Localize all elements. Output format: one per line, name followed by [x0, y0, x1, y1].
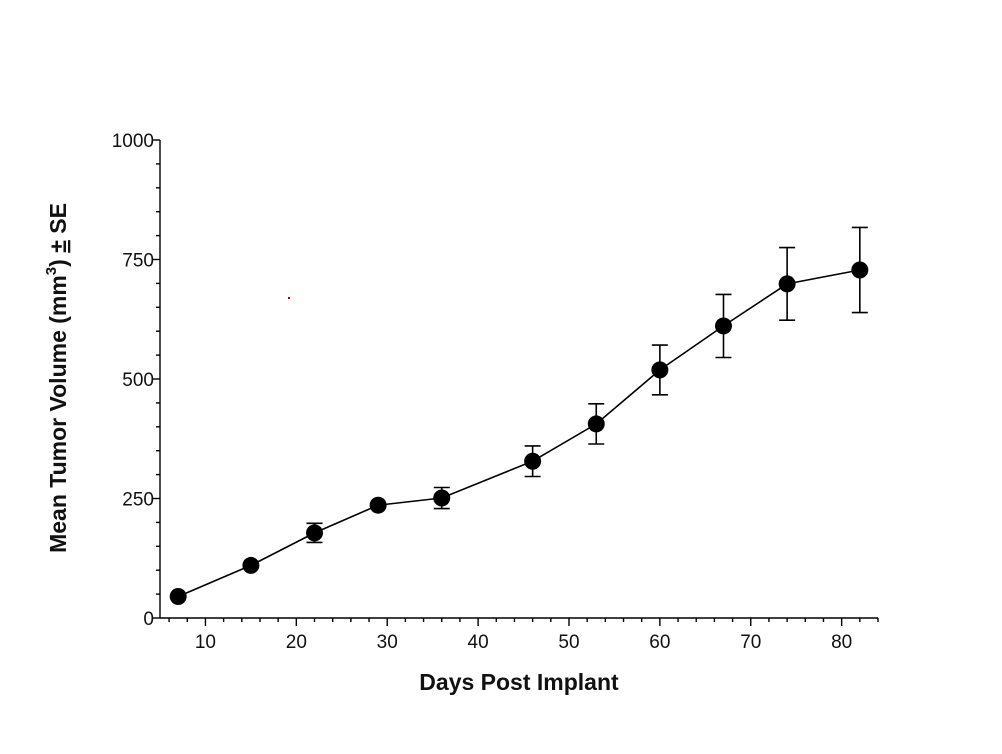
data-point-day-82: [851, 261, 869, 279]
x-tick-label-50: 50: [558, 632, 579, 653]
y-axis-title-suffix: ): [45, 253, 71, 267]
axes-layer: [159, 140, 878, 619]
data-point-day-60: [651, 361, 669, 379]
y-axis-title-superscript: 3: [43, 267, 60, 275]
series-layer: [177, 269, 860, 598]
y-tick-label-250: 250: [122, 490, 154, 511]
series-line-0: [177, 269, 860, 598]
x-tick-label-10: 10: [195, 632, 216, 653]
x-axis-title: Days Post Implant: [419, 669, 619, 695]
y-tick-label-750: 750: [122, 251, 154, 272]
x-tick-label-60: 60: [649, 632, 670, 653]
y-tick-label-0: 0: [143, 609, 154, 630]
x-tick-label-80: 80: [831, 632, 852, 653]
data-point-day-36: [433, 489, 451, 507]
data-point-day-46: [524, 452, 542, 470]
stray-mark: [288, 297, 290, 299]
error-bars-layer: [306, 226, 868, 544]
data-point-day-15: [242, 556, 260, 574]
x-tick-label-30: 30: [377, 632, 398, 653]
ticks-layer: 0 250 500 750 1000 10 20 30 40 50 60 70 80: [112, 131, 879, 653]
data-point-day-29: [369, 496, 387, 514]
x-tick-label-40: 40: [468, 632, 489, 653]
data-point-day-67: [714, 317, 732, 335]
data-point-day-7: [169, 587, 187, 605]
x-tick-label-70: 70: [740, 632, 761, 653]
y-tick-label-1000: 1000: [112, 131, 154, 152]
x-tick-label-20: 20: [286, 632, 307, 653]
y-axis-title: Mean Tumor Volume (mm3) ± SE: [43, 203, 71, 553]
y-axis-title-se: SE: [45, 203, 71, 240]
data-point-day-22: [306, 524, 324, 542]
data-point-day-74: [778, 275, 796, 293]
y-axis-title-plus-minus: ±: [45, 240, 71, 253]
data-point-day-53: [587, 415, 605, 433]
points-layer: [169, 261, 869, 605]
y-tick-label-500: 500: [122, 370, 154, 391]
y-axis-title-main: Mean Tumor Volume (mm: [45, 275, 71, 553]
